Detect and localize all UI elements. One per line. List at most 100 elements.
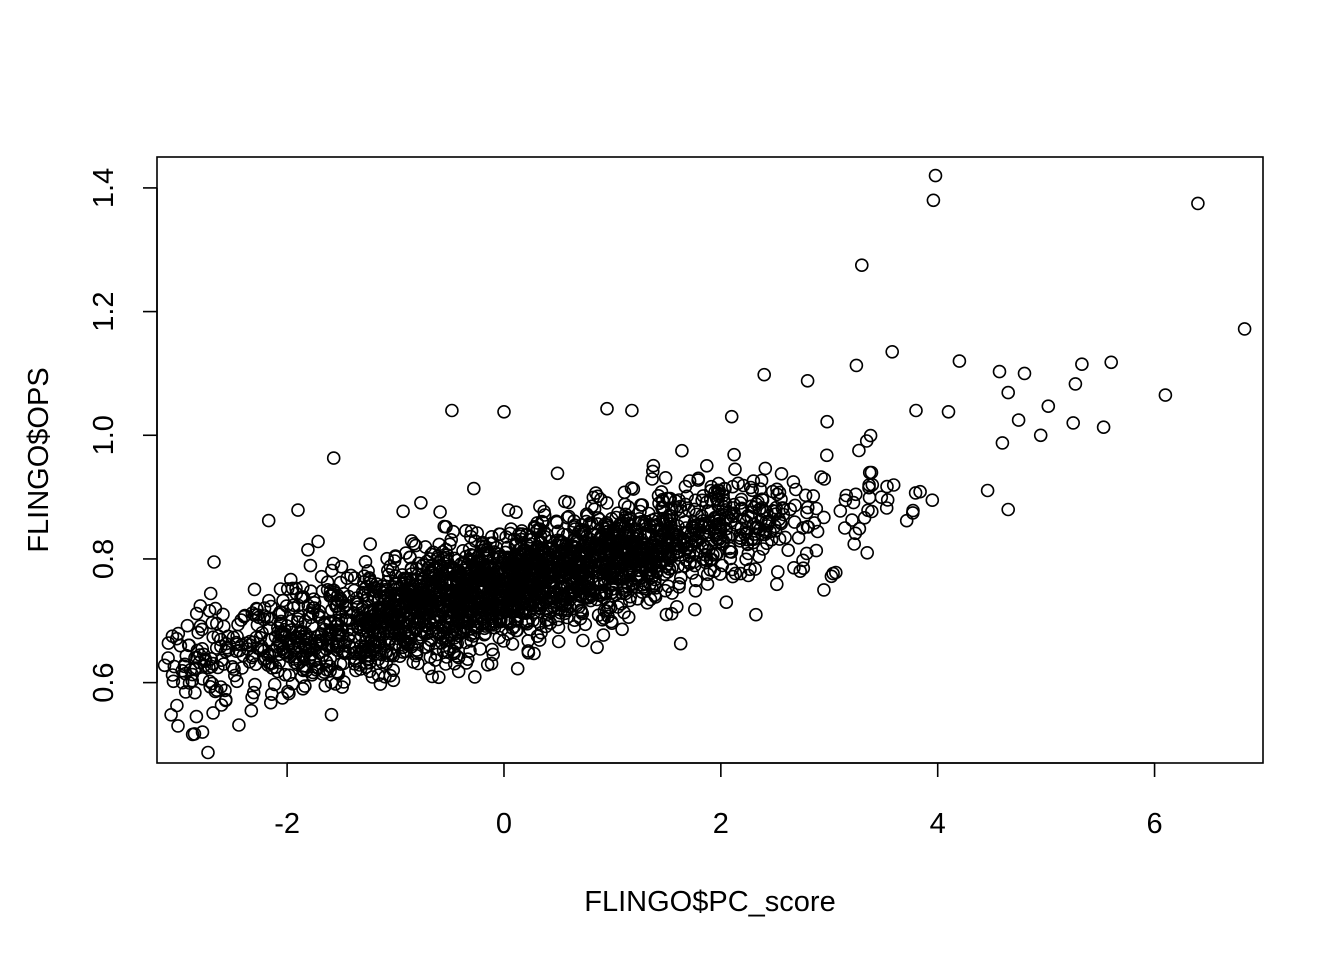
data-point [488, 581, 502, 596]
data-point [509, 505, 523, 520]
data-point [787, 515, 802, 529]
data-point [674, 504, 689, 519]
data-point [726, 509, 740, 524]
data-point [572, 569, 587, 584]
data-point [464, 524, 479, 538]
data-point [218, 693, 233, 708]
data-point [734, 521, 749, 536]
data-point [852, 443, 866, 458]
data-point [846, 495, 861, 510]
data-point [995, 436, 1010, 450]
data-point [180, 618, 195, 633]
data-point [181, 638, 196, 653]
data-point [468, 566, 483, 581]
data-point [675, 443, 689, 458]
data-point [1001, 502, 1016, 517]
data-point [695, 508, 709, 523]
data-point [800, 519, 815, 534]
data-point [278, 667, 292, 682]
data-point [363, 583, 378, 598]
data-point [756, 542, 770, 556]
data-point [206, 630, 220, 645]
data-point [229, 635, 243, 650]
data-point [248, 677, 262, 692]
data-point [353, 612, 368, 627]
data-point [363, 537, 378, 551]
data-point [206, 706, 220, 720]
data-point [572, 547, 586, 562]
data-point [157, 658, 172, 673]
data-point [305, 618, 319, 633]
data-point [543, 616, 558, 630]
data-point [617, 485, 632, 500]
data-point [885, 344, 900, 359]
data-point [296, 659, 311, 673]
data-point [537, 585, 552, 599]
data-point [575, 527, 590, 542]
data-point [716, 488, 730, 503]
data-point [262, 593, 276, 608]
data-point [681, 503, 696, 518]
data-point [778, 530, 792, 545]
x-tick-label: 0 [496, 808, 512, 840]
data-point [787, 560, 801, 575]
data-point [287, 636, 301, 651]
data-point [445, 563, 460, 577]
data-point [349, 591, 364, 605]
data-point [583, 539, 598, 554]
data-point [267, 677, 282, 692]
data-point [852, 521, 867, 536]
data-point [509, 604, 524, 619]
data-point [699, 553, 714, 568]
data-point [179, 648, 194, 663]
data-point [395, 577, 410, 592]
data-point [593, 492, 608, 507]
data-point [723, 551, 738, 566]
data-point [705, 552, 719, 567]
data-point [437, 551, 451, 566]
data-point [380, 551, 394, 566]
data-point [595, 612, 610, 627]
data-point [628, 534, 643, 549]
data-point [567, 547, 582, 561]
data-point [754, 473, 769, 488]
data-point [507, 598, 522, 613]
data-point [431, 551, 446, 566]
data-point [654, 552, 669, 567]
data-point [1066, 416, 1080, 430]
data-point [584, 588, 599, 603]
data-point [523, 529, 538, 544]
data-point [235, 661, 249, 675]
data-point [169, 631, 184, 646]
data-point [298, 640, 313, 655]
data-point [621, 500, 636, 514]
data-point [754, 513, 768, 527]
data-point [605, 578, 620, 592]
data-point [838, 493, 853, 508]
data-point [727, 447, 741, 462]
data-point [366, 590, 381, 605]
data-point [625, 403, 639, 418]
data-point [562, 509, 576, 524]
data-point [517, 555, 531, 569]
y-tick-label: 0.8 [88, 539, 120, 579]
data-point [560, 510, 575, 525]
data-point [261, 513, 276, 528]
data-point [522, 577, 537, 592]
data-point [906, 503, 920, 518]
data-point [928, 168, 943, 183]
data-point [739, 521, 754, 535]
data-point [848, 526, 863, 541]
data-point [819, 448, 834, 463]
data-point [303, 558, 318, 573]
data-point [264, 687, 279, 702]
data-point [409, 561, 424, 576]
data-point [445, 403, 459, 418]
data-point [323, 659, 337, 674]
data-point [768, 523, 783, 538]
data-point [574, 560, 589, 575]
data-point [464, 633, 479, 648]
data-point [166, 674, 181, 689]
data-point [490, 562, 505, 577]
